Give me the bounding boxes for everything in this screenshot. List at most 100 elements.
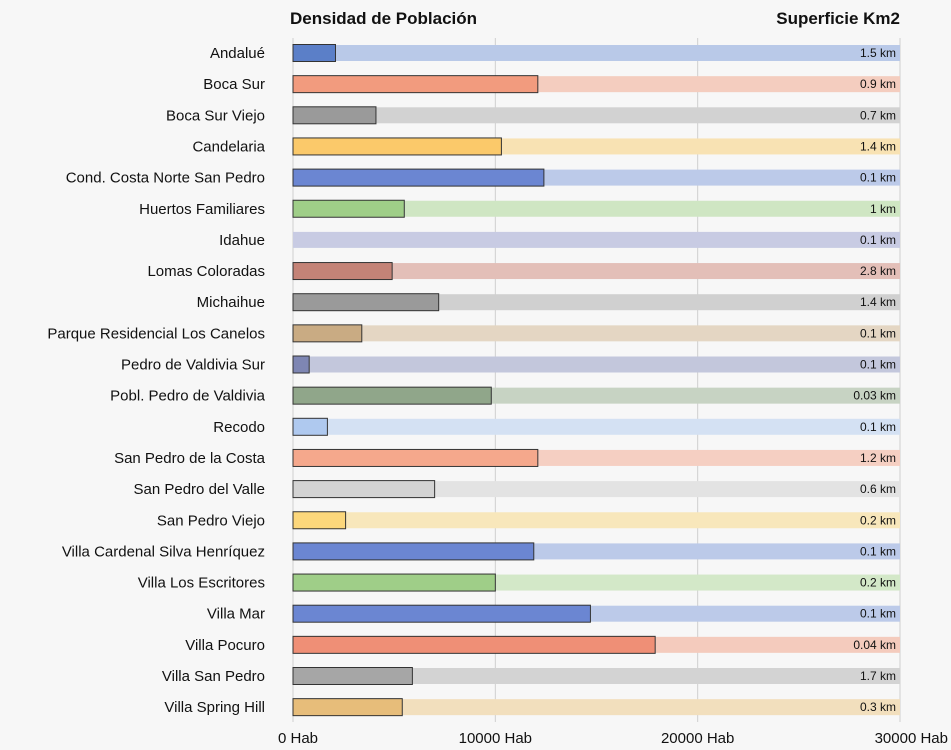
category-label: Parque Residencial Los Canelos: [47, 325, 265, 342]
category-label: Villa Los Escritores: [138, 575, 265, 592]
category-label: Pobl. Pedro de Valdivia: [110, 388, 265, 405]
category-label: Huertos Familiares: [139, 201, 265, 218]
area-track: [293, 512, 900, 529]
chart-row: Huertos Familiares 1 km: [139, 199, 900, 218]
density-bar: [292, 44, 336, 62]
category-label: Villa San Pedro: [162, 668, 265, 685]
category-label: Idahue: [219, 232, 265, 249]
density-bar: [292, 417, 328, 436]
area-track: [293, 418, 900, 435]
chart-row: Michaihue 1.4 km: [197, 293, 900, 312]
area-label: 1.2 km: [860, 451, 896, 465]
chart-row: Boca Sur Viejo 0.7 km: [166, 106, 900, 125]
area-track: [293, 200, 900, 217]
density-bar: [292, 199, 405, 218]
chart-row: Cond. Costa Norte San Pedro 0.1 km: [66, 168, 900, 187]
tick-labels: 0 Hab 10000 Hab 20000 Hab 30000 Hab: [278, 730, 948, 747]
chart-row: Villa Los Escritores 0.2 km: [138, 573, 900, 592]
area-label: 1.4 km: [860, 295, 896, 309]
area-label: 1.5 km: [860, 46, 896, 60]
area-label: 1 km: [870, 202, 896, 216]
area-column-title: Superficie Km2: [776, 9, 900, 28]
chart-row: Villa Pocuro 0.04 km: [185, 635, 900, 654]
density-bar: [292, 448, 539, 467]
x-tick-label: 0 Hab: [278, 730, 318, 747]
chart-row: Parque Residencial Los Canelos 0.1 km: [47, 324, 900, 343]
category-label: Pedro de Valdivia Sur: [121, 357, 265, 374]
area-track: [293, 699, 900, 716]
area-label: 2.8 km: [860, 264, 896, 278]
x-tick-label: 30000 Hab: [875, 730, 948, 747]
density-bar: [292, 542, 535, 561]
category-label: Villa Spring Hill: [164, 699, 265, 716]
category-label: San Pedro del Valle: [134, 481, 265, 498]
chart-row: Candelaria 1.4 km: [192, 137, 900, 156]
area-track: [293, 231, 900, 248]
chart-row: Boca Sur 0.9 km: [203, 75, 900, 94]
area-track: [293, 263, 900, 280]
category-label: Recodo: [213, 419, 265, 436]
chart-title: Densidad de Población: [290, 9, 477, 28]
chart-row: Pedro de Valdivia Sur 0.1 km: [121, 355, 900, 374]
density-bar: [292, 604, 591, 623]
area-label: 0.1 km: [860, 420, 896, 434]
area-label: 0.03 km: [853, 389, 896, 403]
chart-row: Villa Cardenal Silva Henríquez 0.1 km: [62, 542, 900, 561]
category-label: Andalué: [210, 45, 265, 62]
area-track: [293, 356, 900, 373]
density-bar: [292, 511, 347, 530]
area-label: 0.04 km: [853, 638, 896, 652]
category-label: Boca Sur Viejo: [166, 107, 265, 124]
area-label: 1.7 km: [860, 669, 896, 683]
rows-layer: Andalué 1.5 km Boca Sur 0.9 km Boca Sur Viej…: [47, 44, 900, 717]
area-track: [293, 107, 900, 124]
x-tick-label: 20000 Hab: [661, 730, 734, 747]
category-label: Cond. Costa Norte San Pedro: [66, 170, 265, 187]
category-label: Lomas Coloradas: [147, 263, 265, 280]
area-track: [293, 45, 900, 61]
category-label: San Pedro de la Costa: [114, 450, 266, 467]
density-bar: [292, 324, 363, 343]
density-bar: [292, 698, 403, 717]
chart-row: Villa San Pedro 1.7 km: [162, 667, 900, 685]
density-bar: [292, 355, 310, 374]
category-label: Boca Sur: [203, 76, 265, 93]
area-label: 0.1 km: [860, 171, 896, 185]
density-bar: [292, 573, 496, 592]
density-bar: [292, 137, 502, 156]
area-label: 0.2 km: [860, 576, 896, 590]
area-track: [293, 294, 900, 311]
category-label: San Pedro Viejo: [157, 512, 265, 529]
area-label: 0.1 km: [860, 233, 896, 247]
area-label: 0.3 km: [860, 700, 896, 714]
category-label: Candelaria: [192, 138, 265, 155]
category-label: Michaihue: [197, 294, 265, 311]
chart-row: Lomas Coloradas 2.8 km: [147, 262, 900, 281]
area-label: 0.2 km: [860, 513, 896, 527]
chart-row: Pobl. Pedro de Valdivia 0.03 km: [110, 386, 900, 405]
chart-row: San Pedro Viejo 0.2 km: [157, 511, 900, 530]
area-label: 0.9 km: [860, 77, 896, 91]
chart-row: San Pedro del Valle 0.6 km: [134, 480, 900, 499]
density-bar: [292, 635, 656, 654]
category-label: Villa Mar: [207, 606, 265, 623]
area-label: 0.6 km: [860, 482, 896, 496]
chart-row: San Pedro de la Costa 1.2 km: [114, 448, 900, 467]
category-label: Villa Pocuro: [185, 637, 265, 654]
category-label: Villa Cardenal Silva Henríquez: [62, 543, 265, 560]
chart-row: Recodo 0.1 km: [213, 417, 900, 436]
area-track: [293, 325, 900, 342]
chart-row: Villa Spring Hill 0.3 km: [164, 698, 900, 717]
chart-row: Andalué 1.5 km: [210, 44, 900, 62]
density-bar: [292, 667, 413, 685]
density-bar: [292, 75, 539, 94]
density-bar: [292, 386, 492, 405]
density-bar: [292, 262, 393, 281]
x-tick-label: 10000 Hab: [459, 730, 532, 747]
area-label: 1.4 km: [860, 139, 896, 153]
area-label: 0.1 km: [860, 358, 896, 372]
area-track: [293, 481, 900, 498]
density-bar: [292, 293, 440, 312]
chart-row: Idahue 0.1 km: [219, 231, 900, 249]
